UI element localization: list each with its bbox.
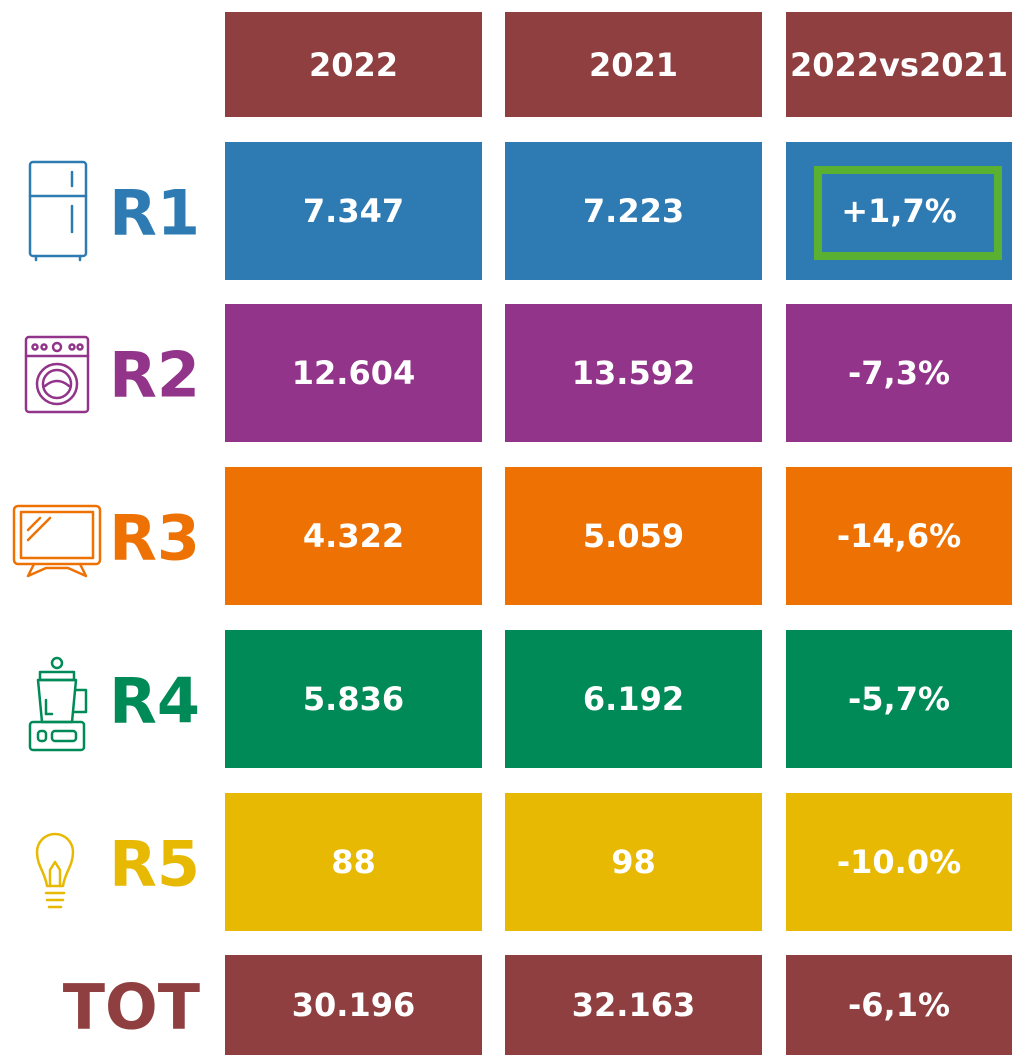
- cell-text: 32.163: [572, 986, 695, 1024]
- cell-text: -14,6%: [837, 517, 961, 555]
- bulb-icon: [35, 832, 75, 909]
- cell-text: 13.592: [572, 354, 695, 392]
- cell: [505, 142, 762, 280]
- cell: [786, 304, 1012, 442]
- cell-text: -7,3%: [848, 354, 950, 392]
- header-cell: [786, 12, 1012, 117]
- cell-text: -5,7%: [848, 680, 950, 718]
- row-label: R4: [109, 665, 200, 738]
- fridge-icon: [28, 160, 88, 262]
- cell-text: 88: [331, 843, 376, 881]
- row-label: R3: [109, 502, 200, 575]
- cell: [505, 304, 762, 442]
- cell-text: -6,1%: [848, 986, 950, 1024]
- cell: [225, 630, 482, 768]
- cell-text: 98: [611, 843, 656, 881]
- cell-text: -10.0%: [837, 843, 961, 881]
- cell: [505, 467, 762, 605]
- cell-text: 5.059: [583, 517, 684, 555]
- row-label: TOT: [63, 971, 200, 1044]
- header-text: 2021: [589, 46, 678, 84]
- cell-text: 4.322: [303, 517, 404, 555]
- cell-text: 6.192: [583, 680, 684, 718]
- cell: [225, 304, 482, 442]
- cell: [505, 630, 762, 768]
- cell-text: 5.836: [303, 680, 404, 718]
- row-label: R1: [109, 177, 200, 250]
- cell-text: 7.347: [303, 192, 404, 230]
- cell: [225, 467, 482, 605]
- blender-icon: [28, 656, 88, 752]
- cell: [225, 142, 482, 280]
- header-text: 2022vs2021: [790, 46, 1008, 84]
- row-label: R2: [109, 339, 200, 412]
- cell: [225, 955, 482, 1055]
- tv-icon: [12, 504, 102, 578]
- header-text: 2022: [309, 46, 398, 84]
- cell: [505, 793, 762, 931]
- highlight-frame: [814, 166, 1002, 260]
- cell: [225, 793, 482, 931]
- cell: [786, 955, 1012, 1055]
- cell: [786, 467, 1012, 605]
- cell: [786, 630, 1012, 768]
- cell-text: +1,7%: [841, 192, 957, 230]
- cell: [786, 793, 1012, 931]
- washer-icon: [24, 335, 90, 414]
- row-label: R5: [109, 828, 200, 901]
- cell-text: 12.604: [292, 354, 415, 392]
- cell-text: 7.223: [583, 192, 684, 230]
- cell-text: 30.196: [292, 986, 415, 1024]
- header-cell: [225, 12, 482, 117]
- cell: [505, 955, 762, 1055]
- header-cell: [505, 12, 762, 117]
